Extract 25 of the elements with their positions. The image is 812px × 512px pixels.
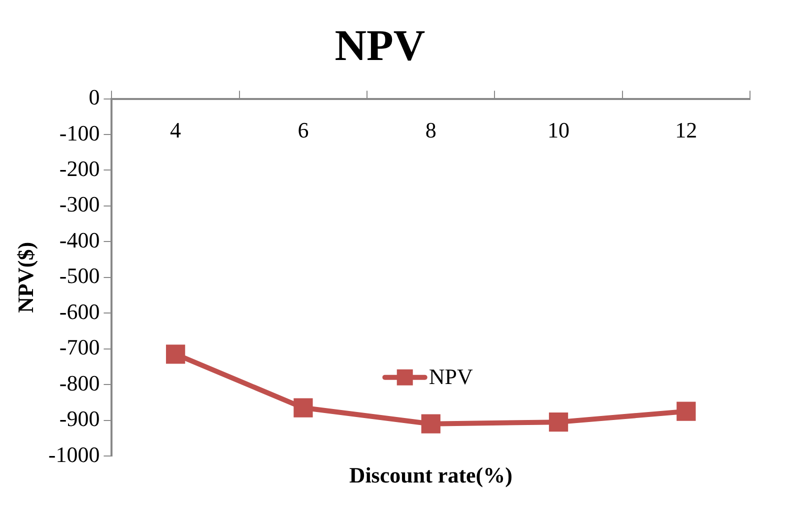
- point: [676, 402, 696, 421]
- y-tick-label: -100: [59, 120, 100, 146]
- x-tick-label: 8: [425, 118, 436, 143]
- point: [421, 414, 440, 434]
- y-tick-label: -300: [59, 192, 100, 217]
- point: [166, 344, 186, 364]
- y-tick-label: -500: [59, 263, 100, 288]
- y-tick-label: -800: [59, 370, 100, 396]
- y-tick-label: -900: [59, 406, 100, 432]
- x-tick-label: 12: [675, 118, 698, 143]
- y-axis-title: NPV($): [12, 242, 38, 313]
- y-tick-label: -600: [59, 298, 100, 324]
- x-axis-title: Discount rate(%): [349, 462, 512, 488]
- x-tick-label: 6: [298, 118, 309, 143]
- x-tick-label: 4: [170, 118, 182, 143]
- y-tick-label: 0: [88, 84, 100, 110]
- legend-label: NPV: [428, 364, 473, 390]
- point: [548, 412, 568, 432]
- x-tick-label: 10: [548, 118, 570, 143]
- y-tick-label: -400: [59, 227, 100, 252]
- y-tick-label: -200: [59, 156, 100, 182]
- y-tick-label: -700: [59, 334, 100, 360]
- chart-title: NPV: [334, 20, 426, 70]
- point: [294, 398, 313, 418]
- y-tick-label: -1000: [48, 442, 100, 467]
